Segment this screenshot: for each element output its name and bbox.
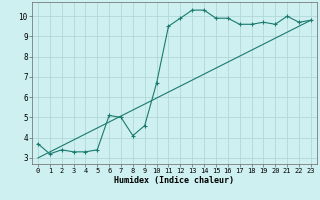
X-axis label: Humidex (Indice chaleur): Humidex (Indice chaleur) (115, 176, 234, 185)
